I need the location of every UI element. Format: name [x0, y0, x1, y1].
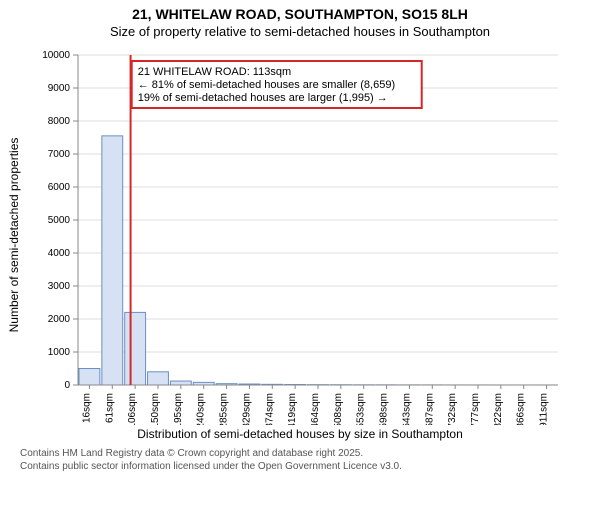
annotation-line: 19% of semi-detached houses are larger (… [138, 92, 388, 104]
page-title: 21, WHITELAW ROAD, SOUTHAMPTON, SO15 8LH [0, 6, 600, 22]
annotation-line: 21 WHITELAW ROAD: 113sqm [138, 66, 291, 78]
svg-text:150sqm: 150sqm [150, 393, 161, 425]
svg-text:5000: 5000 [48, 215, 71, 226]
svg-text:732sqm: 732sqm [447, 393, 458, 425]
svg-text:9000: 9000 [48, 83, 71, 94]
svg-text:553sqm: 553sqm [356, 393, 367, 425]
attribution-footer: Contains HM Land Registry data © Crown c… [20, 447, 580, 473]
chart-container: Number of semi-detached properties 01000… [20, 45, 580, 425]
svg-text:374sqm: 374sqm [264, 393, 275, 425]
footer-line-2: Contains public sector information licen… [20, 460, 580, 473]
y-axis-label: Number of semi-detached properties [7, 138, 21, 333]
bar [170, 381, 191, 385]
svg-text:419sqm: 419sqm [287, 393, 298, 425]
svg-text:8000: 8000 [48, 116, 71, 127]
svg-text:598sqm: 598sqm [379, 393, 390, 425]
svg-text:240sqm: 240sqm [196, 393, 207, 425]
svg-text:508sqm: 508sqm [333, 393, 344, 425]
svg-text:464sqm: 464sqm [310, 393, 321, 425]
svg-text:866sqm: 866sqm [516, 393, 527, 425]
annotation-line: ← 81% of semi-detached houses are smalle… [138, 79, 395, 91]
x-axis-label: Distribution of semi-detached houses by … [0, 427, 600, 441]
svg-text:285sqm: 285sqm [219, 393, 230, 425]
footer-line-1: Contains HM Land Registry data © Crown c… [20, 447, 580, 460]
svg-text:106sqm: 106sqm [127, 393, 138, 425]
svg-text:7000: 7000 [48, 149, 71, 160]
page-subtitle: Size of property relative to semi-detach… [0, 24, 600, 39]
bar [125, 312, 146, 385]
svg-text:16sqm: 16sqm [81, 393, 92, 423]
svg-text:61sqm: 61sqm [104, 393, 115, 423]
svg-text:911sqm: 911sqm [539, 393, 550, 425]
bar [148, 372, 169, 385]
svg-text:3000: 3000 [48, 281, 71, 292]
svg-text:777sqm: 777sqm [470, 393, 481, 425]
bar [102, 136, 123, 385]
svg-text:0: 0 [64, 380, 70, 391]
histogram-chart: 0 1000 2000 3000 4000 5000 6000 7000 8000 9000 100… [20, 45, 580, 425]
svg-text:4000: 4000 [48, 248, 71, 259]
svg-text:2000: 2000 [48, 314, 71, 325]
bars [79, 136, 557, 385]
svg-text:643sqm: 643sqm [401, 393, 412, 425]
svg-text:6000: 6000 [48, 182, 71, 193]
svg-text:10000: 10000 [42, 50, 70, 61]
svg-text:1000: 1000 [48, 347, 71, 358]
bar [79, 369, 100, 386]
svg-text:822sqm: 822sqm [493, 393, 504, 425]
svg-text:687sqm: 687sqm [424, 393, 435, 425]
svg-text:195sqm: 195sqm [173, 393, 184, 425]
svg-text:329sqm: 329sqm [241, 393, 252, 425]
